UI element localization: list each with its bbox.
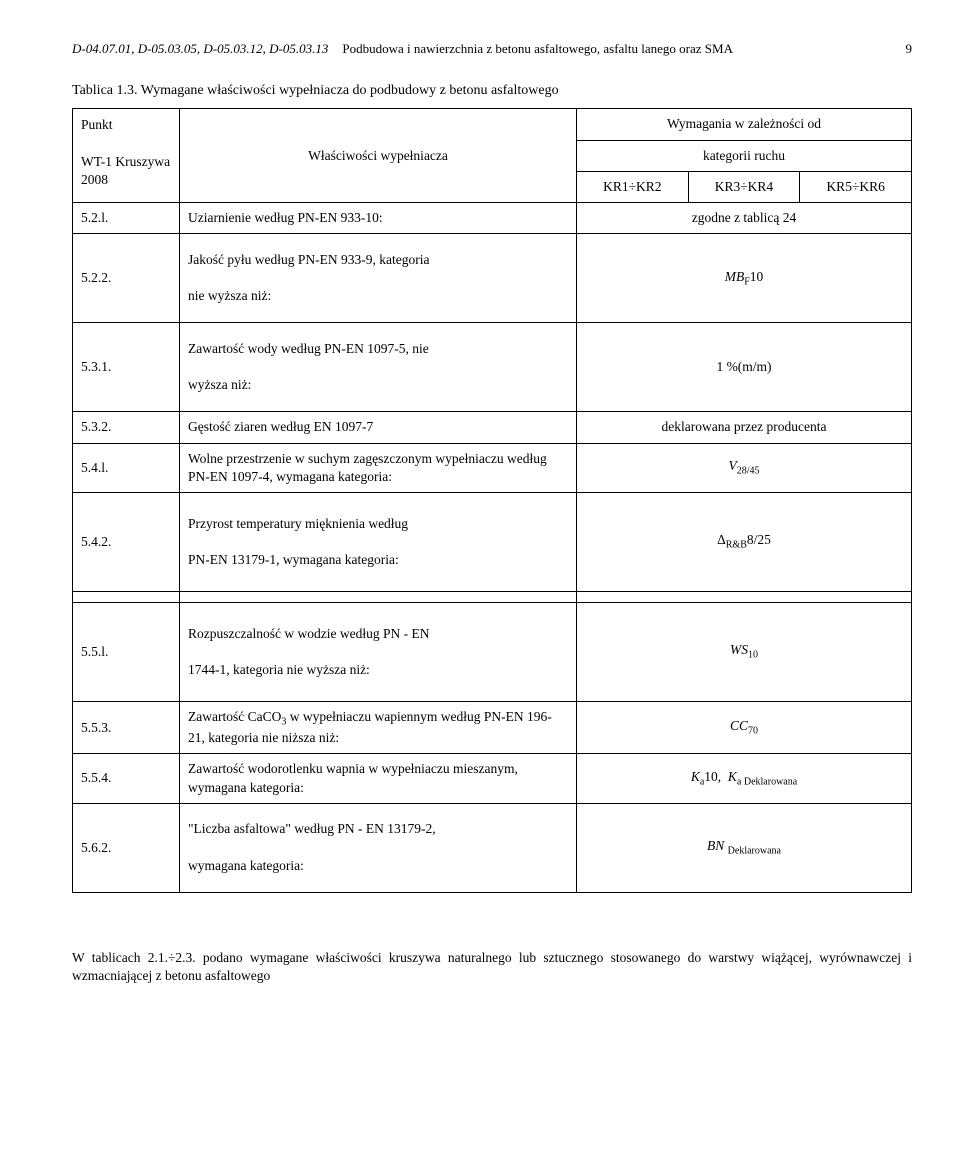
table-row: 5.4.2. Przyrost temperatury mięknienia w…: [73, 492, 912, 591]
th-punkt: Punkt: [73, 109, 180, 140]
cell-val: 1 %(m/m): [577, 323, 912, 412]
header-codes: D-04.07.01, D-05.03.05, D-05.03.12, D-05…: [72, 40, 328, 58]
cell-val: Ka10, Ka Deklarowana: [577, 754, 912, 803]
th-kr56: KR5÷KR6: [800, 171, 912, 202]
cell-prop: Jakość pyłu według PN-EN 933-9, kategori…: [180, 234, 577, 323]
table-row: 5.5.l. Rozpuszczalność w wodzie według P…: [73, 602, 912, 701]
table-row: 5.2.l. Uziarnienie według PN-EN 933-10: …: [73, 203, 912, 234]
cell-val: CC70: [577, 701, 912, 753]
footer-paragraph: W tablicach 2.1.÷2.3. podano wymagane wł…: [72, 949, 912, 985]
table-caption: Tablica 1.3. Wymagane właściwości wypełn…: [72, 82, 912, 101]
cell-num: 5.2.l.: [73, 203, 180, 234]
table-row: 5.5.4. Zawartość wodorotlenku wapnia w w…: [73, 754, 912, 803]
th-wt1: WT-1 Kruszywa 2008: [73, 140, 180, 202]
table-row: 5.6.2. "Liczba asfaltowa" według PN - EN…: [73, 803, 912, 892]
cell-prop: Zawartość wody według PN-EN 1097-5, niew…: [180, 323, 577, 412]
cell-num: 5.5.l.: [73, 602, 180, 701]
cell-prop: Zawartość wodorotlenku wapnia w wypełnia…: [180, 754, 577, 803]
cell-val: deklarowana przez producenta: [577, 412, 912, 443]
th-prop: Właściwości wypełniacza: [180, 109, 577, 203]
cell-num: 5.4.l.: [73, 443, 180, 492]
cell-val: MBF10: [577, 234, 912, 323]
cell-prop: Rozpuszczalność w wodzie według PN - EN1…: [180, 602, 577, 701]
table-gap: [73, 591, 912, 602]
header-title: Podbudowa i nawierzchnia z betonu asfalt…: [328, 40, 882, 58]
th-req: Wymagania w zależności od: [577, 109, 912, 140]
cell-prop: Wolne przestrzenie w suchym zagęszczonym…: [180, 443, 577, 492]
th-kr12: KR1÷KR2: [577, 171, 689, 202]
th-kr34: KR3÷KR4: [688, 171, 800, 202]
cell-num: 5.3.2.: [73, 412, 180, 443]
cell-num: 5.3.1.: [73, 323, 180, 412]
table-row: 5.3.2. Gęstość ziaren według EN 1097-7 d…: [73, 412, 912, 443]
cell-num: 5.2.2.: [73, 234, 180, 323]
cell-prop: Uziarnienie według PN-EN 933-10:: [180, 203, 577, 234]
cell-val: zgodne z tablicą 24: [577, 203, 912, 234]
table-row: 5.5.3. Zawartość CaCO3 w wypełniaczu wap…: [73, 701, 912, 753]
cell-prop: Przyrost temperatury mięknienia wedługPN…: [180, 492, 577, 591]
cell-prop: "Liczba asfaltowa" według PN - EN 13179-…: [180, 803, 577, 892]
cell-num: 5.5.4.: [73, 754, 180, 803]
cell-val: BN Deklarowana: [577, 803, 912, 892]
table-row: 5.2.2. Jakość pyłu według PN-EN 933-9, k…: [73, 234, 912, 323]
cell-num: 5.5.3.: [73, 701, 180, 753]
properties-table: Punkt Właściwości wypełniacza Wymagania …: [72, 108, 912, 892]
header-page-number: 9: [882, 40, 912, 58]
th-kat: kategorii ruchu: [577, 140, 912, 171]
cell-prop: Zawartość CaCO3 w wypełniaczu wapiennym …: [180, 701, 577, 753]
cell-val: WS10: [577, 602, 912, 701]
cell-prop: Gęstość ziaren według EN 1097-7: [180, 412, 577, 443]
cell-num: 5.6.2.: [73, 803, 180, 892]
page-header: D-04.07.01, D-05.03.05, D-05.03.12, D-05…: [72, 40, 912, 58]
cell-num: 5.4.2.: [73, 492, 180, 591]
table-row: 5.3.1. Zawartość wody według PN-EN 1097-…: [73, 323, 912, 412]
cell-val: ΔR&B8/25: [577, 492, 912, 591]
table-header-row: Punkt Właściwości wypełniacza Wymagania …: [73, 109, 912, 140]
cell-val: V28/45: [577, 443, 912, 492]
table-row: 5.4.l. Wolne przestrzenie w suchym zagęs…: [73, 443, 912, 492]
